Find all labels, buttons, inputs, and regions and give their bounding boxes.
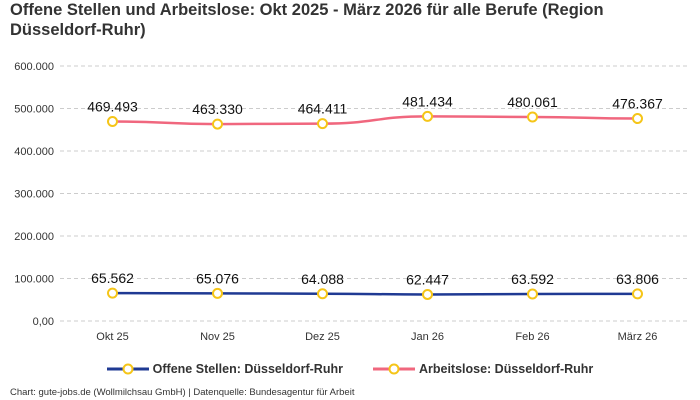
- y-tick-label: 400.000: [14, 146, 54, 158]
- data-label: 480.061: [507, 94, 558, 110]
- data-label: 65.076: [196, 270, 239, 286]
- legend-swatch-icon: [372, 363, 415, 375]
- data-point: [422, 110, 433, 122]
- data-point: [107, 287, 118, 299]
- series-line-1: [112, 115, 638, 126]
- y-tick-label: 100.000: [14, 274, 54, 286]
- data-point: [317, 288, 328, 300]
- x-tick-label: März 26: [618, 331, 658, 343]
- credit-text: Chart: gute-jobs.de (Wollmilchsau GmbH) …: [10, 387, 355, 398]
- data-label: 464.411: [298, 101, 348, 117]
- data-label: 65.562: [91, 270, 134, 286]
- data-label: 476.367: [612, 96, 663, 112]
- series-line-0: [112, 291, 638, 296]
- y-tick-label: 200.000: [14, 231, 54, 243]
- y-tick-label: 600.000: [14, 61, 54, 73]
- data-point: [632, 113, 643, 125]
- data-point: [527, 111, 538, 123]
- data-point: [527, 288, 538, 300]
- x-tick-label: Dez 25: [305, 331, 340, 343]
- data-point: [212, 287, 223, 299]
- data-label: 469.493: [87, 98, 138, 114]
- data-point: [317, 118, 328, 130]
- data-label: 64.088: [301, 271, 344, 287]
- x-tick-label: Okt 25: [96, 331, 128, 343]
- y-tick-label: 0,00: [33, 316, 54, 328]
- data-point: [632, 288, 643, 300]
- legend-item-offene-stellen[interactable]: Offene Stellen: Düsseldorf-Ruhr: [106, 362, 343, 376]
- chart-title: Offene Stellen und Arbeitslose: Okt 2025…: [10, 1, 604, 39]
- legend-swatch-icon: [106, 363, 149, 375]
- y-tick-label: 500.000: [14, 104, 54, 116]
- x-tick-label: Nov 25: [200, 331, 235, 343]
- data-point: [107, 115, 118, 127]
- data-label: 62.447: [406, 271, 449, 287]
- x-tick-label: Jan 26: [411, 331, 444, 343]
- legend-item-arbeitslose[interactable]: Arbeitslose: Düsseldorf-Ruhr: [372, 362, 594, 376]
- legend-label: Offene Stellen: Düsseldorf-Ruhr: [152, 362, 343, 376]
- y-tick-label: 300.000: [14, 189, 54, 201]
- x-tick-label: Feb 26: [515, 331, 549, 343]
- data-point: [422, 288, 433, 300]
- legend: Offene Stellen: Düsseldorf-Ruhr Arbeitsl…: [0, 362, 700, 376]
- data-label: 63.806: [616, 271, 659, 287]
- data-label: 463.330: [192, 101, 243, 117]
- legend-label: Arbeitslose: Düsseldorf-Ruhr: [418, 362, 594, 376]
- data-point: [212, 118, 223, 130]
- data-label: 63.592: [511, 271, 554, 287]
- data-label: 481.434: [402, 93, 453, 109]
